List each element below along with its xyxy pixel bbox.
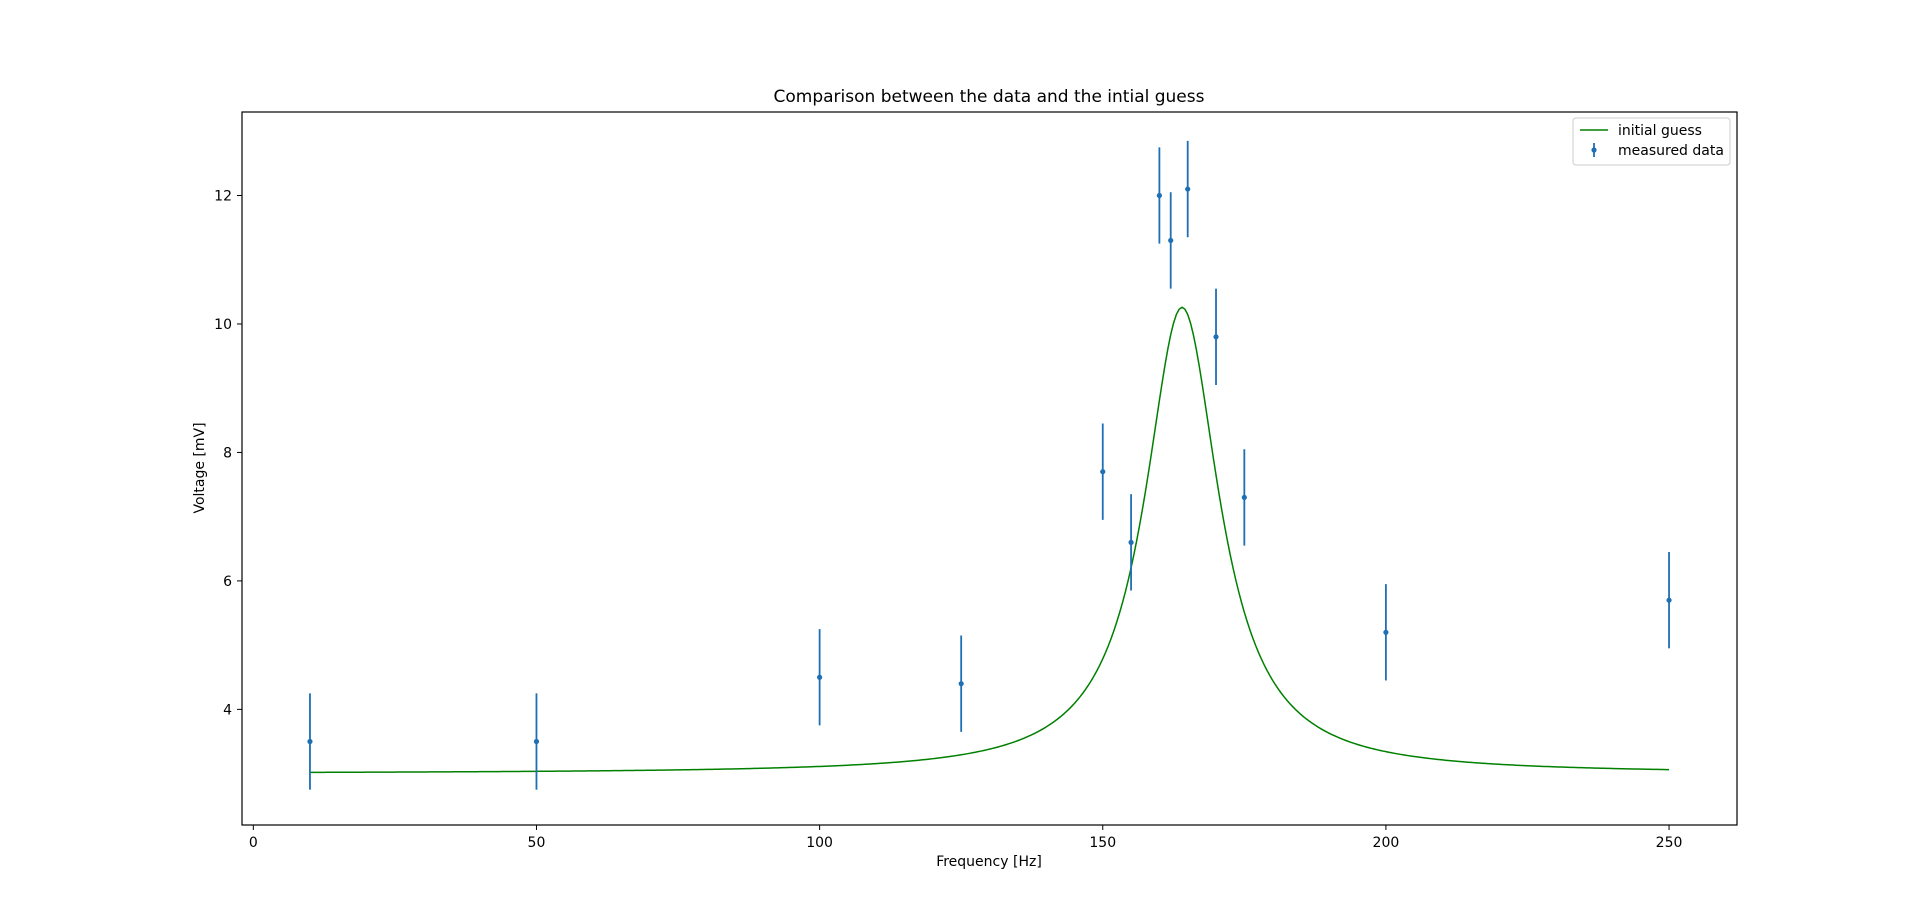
x-tick-label: 200 xyxy=(1373,835,1400,851)
legend-box xyxy=(1572,117,1731,166)
data-point xyxy=(1168,237,1174,244)
data-point xyxy=(1666,597,1672,603)
data-point xyxy=(1156,192,1162,199)
y-tick-label: 4 xyxy=(223,702,232,718)
initial-guess-line xyxy=(309,306,1670,774)
data-point xyxy=(1213,334,1219,340)
x-tick-label: 250 xyxy=(1656,835,1683,851)
legend-label-measured-data: measured data xyxy=(1618,143,1724,159)
data-point xyxy=(1241,494,1247,501)
y-axis-label: Voltage [mV] xyxy=(192,422,208,513)
data-point xyxy=(1185,186,1191,192)
data-point xyxy=(1100,469,1106,475)
y-axis: 4 6 8 10 12 xyxy=(214,189,242,718)
x-tick-label: 50 xyxy=(528,835,546,851)
legend-point-swatch xyxy=(1591,147,1597,153)
y-tick-label: 10 xyxy=(214,317,232,333)
x-axis: 0 50 100 150 200 250 xyxy=(249,825,1683,851)
chart-title: Comparison between the data and the inti… xyxy=(774,87,1205,107)
x-tick-label: 150 xyxy=(1089,835,1116,851)
data-point xyxy=(533,738,540,745)
data-point xyxy=(1383,629,1389,635)
plot-area xyxy=(307,140,1672,790)
legend: initial guess measured data xyxy=(1572,117,1731,166)
legend-label-initial-guess: initial guess xyxy=(1618,123,1702,139)
data-point xyxy=(307,738,313,745)
y-tick-label: 8 xyxy=(223,445,232,461)
x-tick-label: 0 xyxy=(249,835,258,851)
axes-frame xyxy=(241,111,1738,826)
y-tick-label: 6 xyxy=(223,574,232,590)
x-axis-label: Frequency [Hz] xyxy=(936,854,1042,870)
data-point xyxy=(958,681,964,687)
y-tick-label: 12 xyxy=(214,189,232,205)
data-point xyxy=(817,674,823,680)
data-point xyxy=(1128,539,1134,545)
x-tick-label: 100 xyxy=(806,835,833,851)
